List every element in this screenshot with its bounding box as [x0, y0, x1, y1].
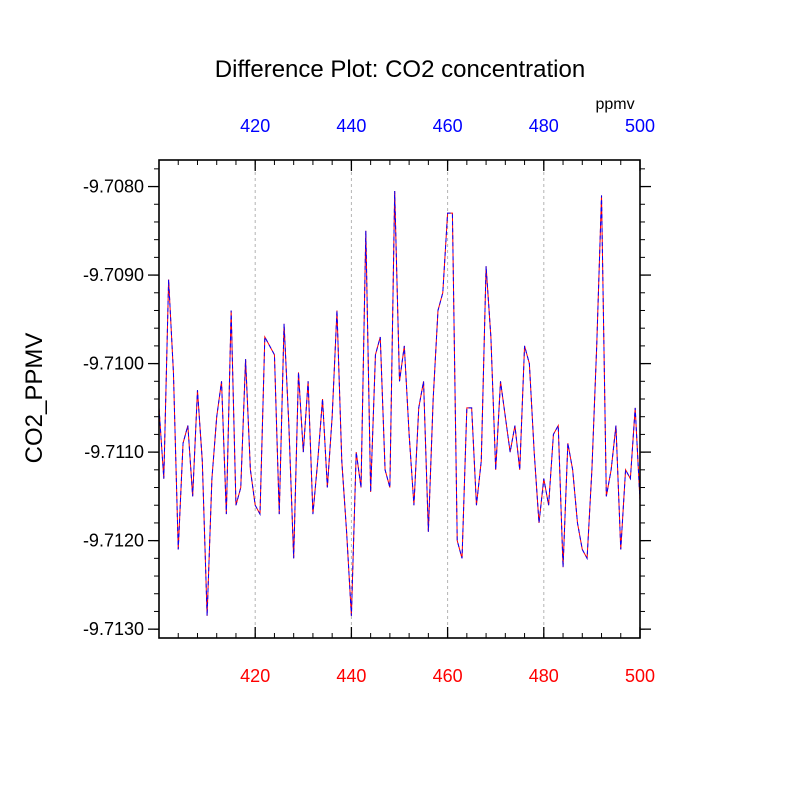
- x-tick-label-bottom: 500: [625, 666, 655, 686]
- series-lines: [158, 190, 641, 616]
- x-tick-label-top: 460: [433, 116, 463, 136]
- x-tick-label-bottom: 460: [433, 666, 463, 686]
- x-tick-label-top: 480: [529, 116, 559, 136]
- plot-frame: [158, 159, 641, 639]
- x-tick-label-top: 500: [625, 116, 655, 136]
- x-tick-label-top: 440: [336, 116, 366, 136]
- grid-lines: [254, 160, 545, 638]
- series-line-series_a: [158, 190, 641, 616]
- series-line-series_b: [158, 190, 641, 616]
- y-tick-label: -9.7080: [83, 177, 144, 197]
- top-axis-unit-label: ppmv: [595, 96, 634, 113]
- x-tick-label-bottom: 420: [240, 666, 270, 686]
- axes: 420 420 440 440 460 460 480 480 500 500 -9.7080 -9.…: [83, 116, 655, 686]
- y-tick-label: -9.7100: [83, 354, 144, 374]
- y-tick-label: -9.7120: [83, 531, 144, 551]
- x-tick-label-bottom: 440: [336, 666, 366, 686]
- y-tick-label: -9.7090: [83, 265, 144, 285]
- x-tick-label-bottom: 480: [529, 666, 559, 686]
- chart-title: Difference Plot: CO2 concentration: [215, 56, 585, 83]
- y-axis-label: CO2_PPMV: [21, 333, 48, 464]
- y-tick-label: -9.7110: [84, 442, 144, 462]
- x-tick-label-top: 420: [240, 116, 270, 136]
- y-tick-label: -9.7130: [83, 619, 144, 639]
